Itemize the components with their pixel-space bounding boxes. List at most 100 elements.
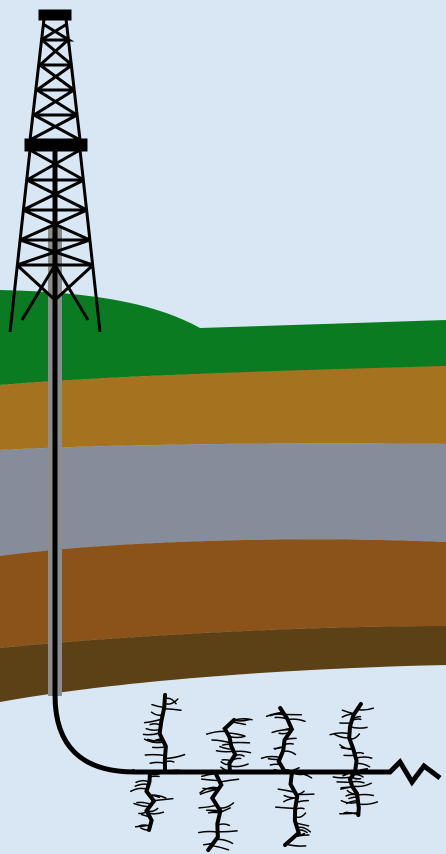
- fracture-branch: [286, 718, 306, 723]
- fracture-branch: [216, 823, 231, 827]
- fracture-branch: [215, 838, 234, 845]
- fracture-branch: [201, 772, 217, 778]
- fracture-branch: [164, 760, 175, 763]
- fracture-branch: [220, 766, 231, 772]
- fracture-branch: [146, 738, 164, 742]
- fracture-branch: [148, 794, 161, 799]
- fracture-branch: [152, 797, 174, 802]
- fracture-branch: [293, 834, 310, 838]
- lower-braces: [15, 148, 95, 321]
- fracture-branch: [135, 779, 151, 784]
- fracture-branch: [348, 733, 361, 740]
- fracture-branch: [219, 745, 234, 751]
- fracture-branch: [163, 698, 179, 705]
- fracture-branch: [211, 739, 232, 744]
- wellbore: [52, 150, 442, 787]
- grass-layer: [0, 290, 446, 385]
- fracture-branch: [200, 778, 220, 782]
- fracture-branch: [336, 781, 352, 784]
- fracture-branch: [220, 761, 231, 766]
- fracture-branch: [340, 746, 354, 750]
- fracture-branch: [352, 773, 364, 778]
- fracture-branch: [149, 771, 167, 776]
- fracture-branch: [350, 776, 362, 780]
- fracture-branch: [294, 812, 307, 819]
- fracture-branch: [357, 801, 379, 806]
- fracture-branch: [164, 753, 186, 760]
- fracture-branch: [351, 782, 372, 788]
- fracture-branch: [355, 756, 373, 759]
- fracture-branch: [140, 827, 150, 831]
- fracture-branch: [349, 725, 368, 729]
- fracture-branch: [136, 801, 152, 806]
- fracture-branch: [356, 793, 375, 797]
- fracture-branch: [291, 771, 305, 776]
- fracture-branch: [134, 783, 150, 787]
- fracture-branch: [164, 769, 181, 772]
- fracture-branch: [202, 786, 221, 790]
- fracture-branch: [355, 762, 371, 768]
- fracture-branch: [340, 799, 359, 804]
- fracture-branch: [350, 780, 365, 784]
- sandstone-layer: [0, 539, 446, 648]
- fracture-branch: [164, 697, 177, 705]
- fracture-branch: [269, 763, 282, 766]
- fracture-branch: [198, 804, 218, 809]
- fracture-branch: [219, 778, 240, 783]
- fracture-branch: [147, 811, 165, 815]
- fracture-branch: [345, 793, 358, 797]
- fracture-branch: [149, 761, 166, 765]
- fracture-branch: [260, 755, 282, 759]
- fracture-branch: [346, 789, 358, 795]
- fracture-branch: [233, 750, 252, 754]
- fracture-branch: [285, 843, 307, 847]
- fracture-branch: [221, 743, 232, 746]
- fracture-branch: [283, 742, 294, 746]
- fracture-branch: [149, 723, 162, 726]
- fracture-branch: [217, 802, 235, 809]
- fracture-branch: [142, 732, 161, 736]
- fracture-branch: [273, 768, 293, 774]
- fracture-branch: [207, 811, 221, 814]
- fracture-branch: [143, 718, 163, 724]
- fracture-branch: [210, 844, 230, 851]
- fracture-branch: [297, 829, 308, 834]
- fracture-branch: [283, 794, 298, 799]
- fracture-branch: [134, 824, 152, 828]
- fracture-branch: [233, 718, 251, 722]
- upper-braces: [29, 22, 81, 142]
- fracture-branch: [282, 750, 297, 756]
- fracture-branch: [216, 830, 238, 833]
- fracture-branch: [267, 758, 281, 761]
- fracture-branch: [199, 788, 220, 795]
- fracture-branch: [202, 842, 214, 846]
- fracture-branch: [351, 715, 362, 720]
- fracture-branch: [353, 751, 364, 755]
- fracture-branch: [150, 711, 164, 717]
- fracture-branch: [329, 732, 351, 736]
- fracture-branch: [281, 727, 293, 732]
- fracture-branch: [274, 716, 289, 720]
- deep-rock-layer: [0, 626, 446, 702]
- fracture-branch: [221, 758, 232, 762]
- fracture-branch: [333, 733, 350, 739]
- fracture-branch: [356, 707, 375, 711]
- fracture-branch: [339, 811, 360, 815]
- crown-block: [38, 9, 72, 21]
- fracture-branch: [278, 731, 291, 735]
- fracture-branch: [132, 768, 151, 774]
- fracture-branch: [205, 730, 228, 735]
- fracture-branch: [233, 754, 245, 757]
- fracture-branch: [277, 788, 296, 794]
- fracture-branch: [275, 806, 296, 810]
- fracture-branch: [233, 717, 253, 721]
- fracture-branch: [143, 738, 165, 744]
- shale-layer: [0, 443, 446, 556]
- fracture-branch: [138, 810, 148, 815]
- fracture-branch: [273, 745, 285, 750]
- fracture-branch: [294, 822, 310, 827]
- fracture-branch: [151, 703, 165, 709]
- fracture-branch: [197, 830, 219, 834]
- fracture-branch: [295, 799, 310, 804]
